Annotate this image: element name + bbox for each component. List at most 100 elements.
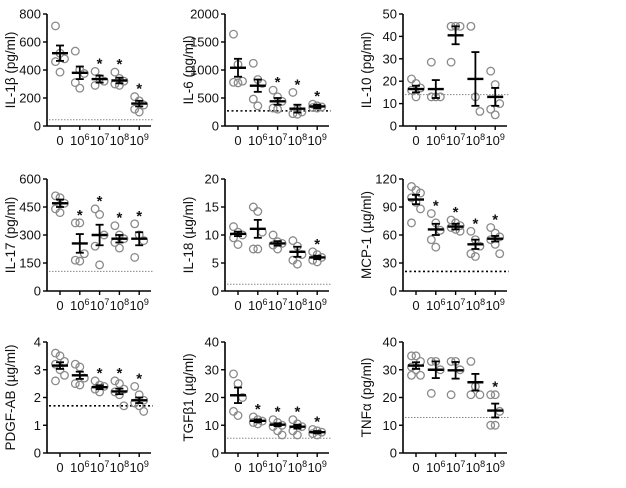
significance-star: * <box>116 365 122 382</box>
data-point <box>253 207 263 216</box>
y-tick-label: 40 <box>383 335 397 350</box>
data-point <box>110 376 120 386</box>
data-point <box>490 420 500 430</box>
data-point <box>273 104 283 114</box>
data-point <box>416 370 425 380</box>
x-tick-label: 109 <box>485 459 504 475</box>
data-point <box>75 362 85 372</box>
data-point <box>426 388 436 398</box>
data-point <box>229 406 238 416</box>
y-tick-label: 10 <box>383 96 397 111</box>
significance-star: * <box>97 55 103 72</box>
data-point <box>292 430 302 440</box>
y-tick-label: 2 <box>34 390 41 405</box>
y-tick-label: 30 <box>383 362 397 377</box>
data-point <box>95 260 105 270</box>
x-tick-exponent: 6 <box>441 132 446 142</box>
data-point <box>233 240 243 249</box>
x-tick-label: 109 <box>485 132 504 148</box>
x-tick-label: 107 <box>446 132 465 148</box>
data-point <box>70 218 80 228</box>
data-point <box>446 390 456 400</box>
x-tick-label: 109 <box>307 459 326 475</box>
significance-star: * <box>472 215 478 232</box>
y-tick-label: 10 <box>383 418 397 433</box>
data-point <box>426 92 436 102</box>
significance-star: * <box>492 212 498 229</box>
y-axis-label: PDGF-AB (µg/ml) <box>3 344 18 450</box>
y-tick-label: 3 <box>34 362 41 377</box>
x-tick-label: 106 <box>70 297 89 313</box>
y-axis-label: IL-6 (pg/ml) <box>181 35 196 104</box>
data-point <box>139 100 149 110</box>
x-tick-label: 109 <box>307 132 326 148</box>
y-axis-label: IL-10 (pg/ml) <box>359 32 374 109</box>
x-tick-exponent: 6 <box>441 297 446 307</box>
y-axis-label: IL-17 (pg/ml) <box>3 197 18 274</box>
data-point <box>119 401 129 411</box>
data-point <box>229 369 238 379</box>
data-point <box>426 235 436 245</box>
x-tick-exponent: 6 <box>441 459 446 469</box>
x-tick-label: 107 <box>90 297 109 313</box>
x-tick-exponent: 7 <box>282 132 287 142</box>
y-tick-label: 10 <box>205 418 219 433</box>
x-tick-label: 0 <box>56 133 63 148</box>
significance-star: * <box>275 74 281 91</box>
y-tick-label: 30 <box>383 51 397 66</box>
data-point <box>486 104 496 114</box>
x-tick-exponent: 7 <box>104 297 109 307</box>
x-tick-exponent: 9 <box>500 297 505 307</box>
x-tick-exponent: 8 <box>480 132 485 142</box>
x-tick-exponent: 9 <box>500 132 505 142</box>
data-point <box>70 359 80 369</box>
y-tick-label: 0 <box>390 446 397 461</box>
data-point <box>411 92 421 102</box>
x-tick-label: 0 <box>412 298 419 313</box>
data-point <box>79 249 89 259</box>
data-point <box>139 406 149 416</box>
y-tick-label: 0 <box>390 119 397 134</box>
data-point <box>130 104 140 114</box>
y-axis-label: TNFα (pg/ml) <box>359 358 374 438</box>
x-tick-exponent: 8 <box>480 297 485 307</box>
data-point <box>486 390 496 400</box>
x-tick-exponent: 8 <box>480 459 485 469</box>
panel-9: 0 10 20 30 40 TNFα (pg/ml) 0 106 107 108 109 * <box>359 335 509 475</box>
data-point <box>268 230 278 240</box>
x-tick-label: 0 <box>56 298 63 313</box>
data-point <box>248 94 258 104</box>
y-tick-label: 0 <box>34 119 41 134</box>
data-point <box>229 222 238 232</box>
y-tick-label: 1000 <box>190 63 219 78</box>
y-axis-label: IL-1β (pg/ml) <box>3 32 18 109</box>
y-tick-label: 30 <box>383 256 397 271</box>
data-point <box>130 219 140 229</box>
data-point <box>308 247 318 257</box>
x-tick-label: 0 <box>412 133 419 148</box>
y-tick-label: 40 <box>205 335 219 350</box>
x-tick-exponent: 9 <box>144 132 149 142</box>
data-point <box>475 390 485 400</box>
significance-star: * <box>314 413 320 430</box>
y-tick-label: 4 <box>34 335 41 350</box>
y-tick-label: 15 <box>205 200 219 215</box>
significance-star: * <box>294 76 300 93</box>
x-tick-exponent: 7 <box>460 297 465 307</box>
significance-star: * <box>255 401 261 418</box>
data-point <box>416 204 425 214</box>
x-tick-label: 106 <box>426 459 445 475</box>
data-point <box>130 381 140 391</box>
significance-star: * <box>77 207 83 224</box>
data-point <box>248 244 258 254</box>
x-tick-exponent: 6 <box>263 297 268 307</box>
x-tick-exponent: 8 <box>124 132 129 142</box>
data-point <box>229 233 238 243</box>
y-tick-label: 50 <box>383 7 397 22</box>
x-tick-label: 0 <box>234 298 241 313</box>
x-tick-exponent: 6 <box>263 459 268 469</box>
x-tick-label: 108 <box>288 132 307 148</box>
